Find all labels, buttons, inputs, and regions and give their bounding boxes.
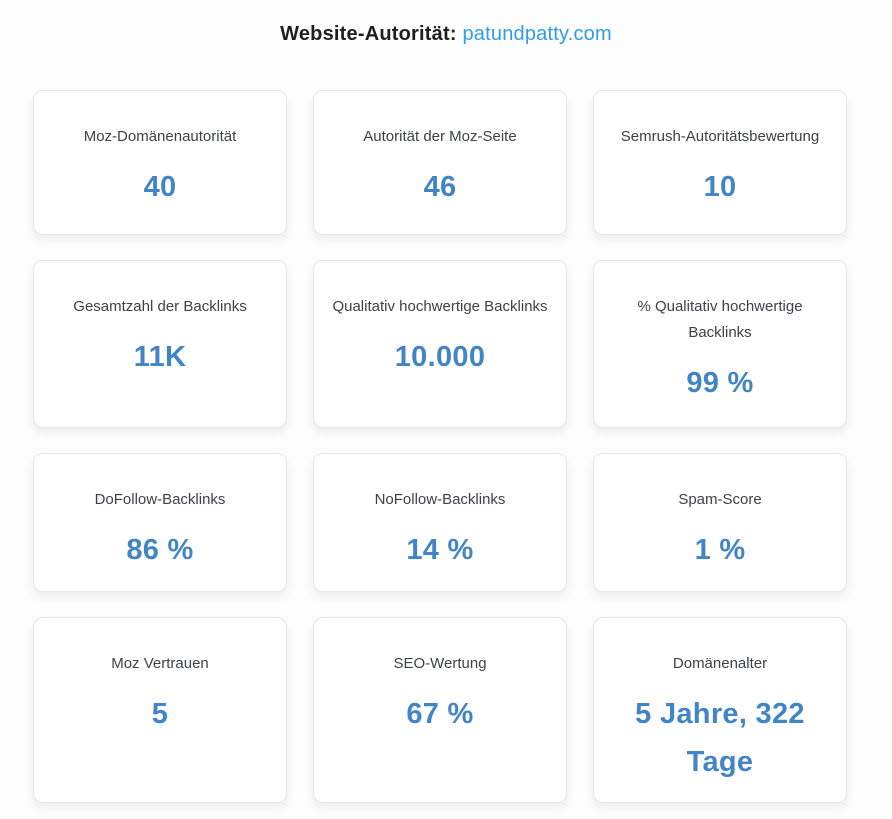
metric-label: SEO-Wertung — [393, 655, 487, 672]
metric-card-moz-page-authority: Autorität der Moz-Seite 46 — [313, 90, 567, 235]
metric-card-seo-score: SEO-Wertung 67 % — [313, 617, 567, 803]
metric-value: 10.000 — [394, 341, 486, 373]
metric-label: % Qualitativ hochwertige Backlinks — [637, 298, 803, 341]
metric-label: Domänenalter — [672, 655, 768, 672]
metric-value: 1 % — [694, 534, 746, 566]
page-title-label: Website-Autorität: — [280, 23, 457, 45]
page-header: Website-Autorität: patundpatty.com — [0, 0, 892, 90]
metric-label: DoFollow-Backlinks — [94, 491, 226, 508]
metric-card-dofollow-backlinks: DoFollow-Backlinks 86 % — [33, 453, 287, 592]
metric-value: 5 Jahre, 322 Tage — [635, 698, 805, 778]
metric-value: 11K — [133, 341, 187, 373]
metric-card-semrush-authority-score: Semrush-Autoritätsbewertung 10 — [593, 90, 847, 235]
metric-value: 5 — [151, 698, 169, 730]
metric-card-moz-domain-authority: Moz-Domänenautorität 40 — [33, 90, 287, 235]
metric-card-spam-score: Spam-Score 1 % — [593, 453, 847, 592]
metric-card-moz-trust: Moz Vertrauen 5 — [33, 617, 287, 803]
metric-label: Autorität der Moz-Seite — [363, 128, 517, 145]
domain-link[interactable]: patundpatty.com — [462, 23, 612, 45]
metric-value: 86 % — [126, 534, 194, 566]
metric-label: NoFollow-Backlinks — [374, 491, 506, 508]
metric-label: Semrush-Autoritätsbewertung — [620, 128, 820, 145]
metric-card-total-backlinks: Gesamtzahl der Backlinks 11K — [33, 260, 287, 428]
metric-card-domain-age: Domänenalter 5 Jahre, 322 Tage — [593, 617, 847, 803]
metric-value: 40 — [143, 171, 177, 203]
metric-label: Moz-Domänenautorität — [83, 128, 237, 145]
metric-value: 10 — [703, 171, 737, 203]
metric-label: Spam-Score — [678, 491, 762, 508]
page-title: Website-Autorität: patundpatty.com — [0, 21, 892, 47]
metric-value: 14 % — [406, 534, 474, 566]
metric-value: 67 % — [406, 698, 474, 730]
metric-value: 46 — [423, 171, 457, 203]
metric-label: Moz Vertrauen — [111, 655, 209, 672]
metric-label: Qualitativ hochwertige Backlinks — [332, 298, 548, 315]
metric-card-nofollow-backlinks: NoFollow-Backlinks 14 % — [313, 453, 567, 592]
metrics-grid: Moz-Domänenautorität 40 Autorität der Mo… — [0, 90, 892, 803]
metric-card-quality-backlinks: Qualitativ hochwertige Backlinks 10.000 — [313, 260, 567, 428]
metric-value: 99 % — [686, 367, 754, 399]
metric-label: Gesamtzahl der Backlinks — [73, 298, 247, 315]
metric-card-quality-backlinks-percent: % Qualitativ hochwertige Backlinks 99 % — [593, 260, 847, 428]
